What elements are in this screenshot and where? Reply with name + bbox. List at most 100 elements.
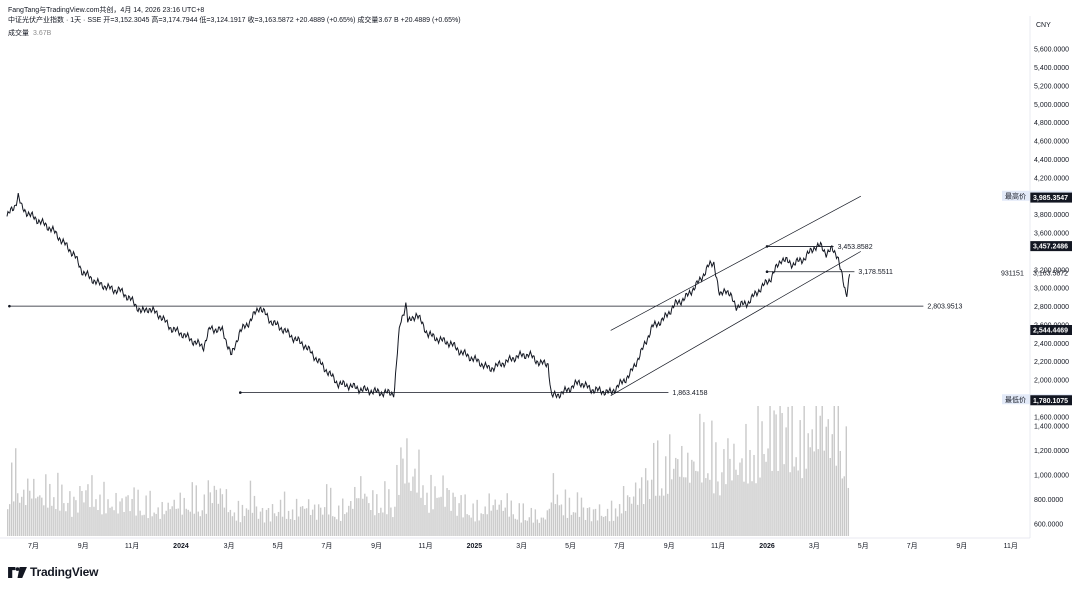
volume-bar	[398, 494, 400, 536]
volume-bar	[416, 492, 418, 536]
volume-bar	[763, 454, 765, 536]
volume-bar	[115, 492, 117, 536]
volume-bar	[452, 492, 454, 536]
volume-bar	[285, 518, 288, 536]
x-tick-label: 2025	[467, 543, 483, 550]
volume-bar	[721, 472, 723, 536]
volume-bar	[725, 484, 727, 536]
price-label-text: 3,457.2486	[1033, 244, 1068, 251]
volume-bar	[99, 494, 101, 536]
volume-bar	[277, 511, 280, 536]
volume-tick-label: 1,200.0000	[1034, 448, 1069, 455]
volume-bar	[640, 477, 643, 536]
volume-bar	[33, 478, 35, 536]
volume-bar	[530, 507, 533, 536]
volume-bar	[19, 502, 21, 536]
volume-bar	[309, 515, 312, 536]
volume-bar	[837, 406, 839, 536]
horizontal-line-anchor	[8, 304, 11, 308]
volume-bar	[342, 498, 344, 536]
volume-bar	[105, 513, 107, 536]
price-tick-label: 2,000.0000	[1034, 378, 1069, 385]
volume-bar	[673, 468, 675, 536]
volume-bar	[255, 506, 258, 536]
tradingview-logo[interactable]: TradingView	[8, 565, 98, 579]
volume-bar	[259, 511, 262, 536]
volume-bar	[55, 509, 57, 536]
volume-bar	[261, 507, 264, 536]
volume-bar	[757, 406, 759, 536]
volume-bar	[368, 503, 370, 536]
volume-bar	[490, 510, 492, 536]
volume-bar	[733, 443, 735, 536]
volume-bar	[311, 509, 314, 536]
volume-bar	[781, 413, 783, 536]
volume-bar	[289, 519, 292, 536]
price-tick-label: 3,800.0000	[1034, 212, 1069, 219]
volume-bar	[386, 514, 388, 536]
volume-bar	[372, 490, 374, 536]
volume-bar	[406, 438, 408, 536]
volume-bar	[384, 481, 386, 536]
volume-bar	[713, 493, 715, 536]
volume-bar	[67, 502, 69, 536]
x-tick-label: 7月	[28, 542, 39, 550]
volume-bar	[432, 509, 434, 536]
volume-bar	[179, 492, 181, 536]
volume-bar	[723, 449, 725, 536]
price-tick-label: 4,800.0000	[1034, 120, 1069, 127]
volume-bar	[321, 514, 324, 536]
volume-bar	[257, 518, 260, 536]
volume-bar	[506, 493, 508, 536]
volume-bar	[382, 512, 384, 536]
volume-bar	[323, 507, 326, 536]
price-tick-label: 4,200.0000	[1034, 175, 1069, 182]
volume-bar	[400, 447, 402, 536]
volume-bar	[512, 514, 514, 536]
volume-bar	[175, 508, 177, 536]
volume-bar	[193, 513, 195, 536]
volume-bar	[464, 494, 466, 536]
volume-bar	[628, 497, 631, 536]
volume-bar	[81, 491, 83, 536]
volume-bar	[817, 449, 819, 536]
volume-bar	[450, 510, 452, 536]
volume-bar	[237, 500, 240, 536]
volume-bar	[243, 515, 246, 536]
volume-bar	[584, 519, 587, 536]
price-label-text: 3,985.3547	[1033, 195, 1068, 202]
volume-bar	[57, 472, 59, 536]
volume-bar	[313, 504, 316, 536]
volume-bar	[504, 507, 506, 536]
volume-bar	[428, 512, 430, 536]
volume-bar	[121, 498, 123, 536]
volume-bar	[536, 519, 539, 536]
volume-bar	[167, 502, 169, 536]
volume-bar	[550, 502, 553, 536]
volume-bar	[759, 477, 761, 536]
volume-bar	[65, 511, 67, 536]
volume-bar	[147, 518, 149, 536]
currency-label[interactable]: CNY	[1036, 22, 1051, 29]
volume-bar	[438, 497, 440, 536]
volume-bar	[229, 509, 232, 536]
volume-bar	[440, 496, 442, 536]
volume-bar	[498, 504, 500, 536]
side-label: 931151	[1001, 271, 1024, 278]
volume-bar	[315, 519, 318, 536]
volume-bar	[354, 486, 356, 536]
volume-bar	[346, 512, 348, 536]
volume-bar	[420, 497, 422, 536]
volume-bar	[480, 513, 482, 536]
volume-bar	[189, 511, 191, 536]
volume-bar	[572, 512, 575, 536]
volume-bar	[59, 510, 61, 536]
volume-bar	[340, 520, 342, 536]
volume-bar	[648, 499, 651, 536]
volume-bar	[133, 487, 135, 536]
volume-bar	[494, 499, 496, 536]
volume-bar	[103, 481, 105, 536]
volume-bar	[45, 474, 47, 536]
volume-bar	[534, 509, 537, 536]
